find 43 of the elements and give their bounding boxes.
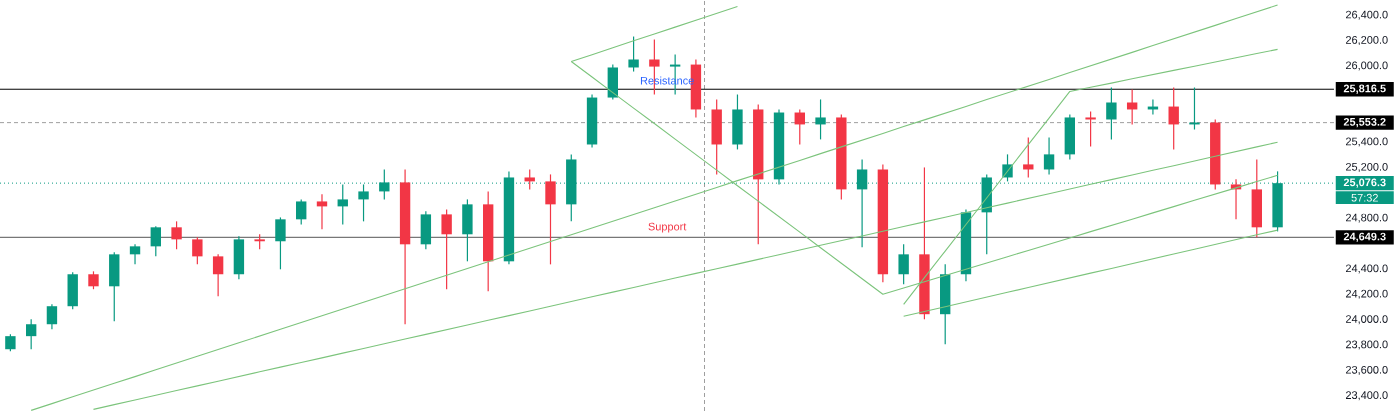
candlestick [1043, 136, 1055, 176]
ref-line-label: 25,816.5 [1343, 84, 1386, 94]
y-tick-label: 24,800.0 [1345, 213, 1388, 223]
y-tick-label: 23,800.0 [1345, 340, 1388, 350]
y-tick-label: 25,400.0 [1345, 137, 1388, 147]
y-tick-label: 24,200.0 [1345, 289, 1388, 299]
candlestick [296, 198, 307, 225]
candlestick [358, 183, 369, 222]
candlestick [46, 303, 58, 330]
ref-line-label: 25,553.2 [1343, 117, 1386, 128]
candlestick [1085, 110, 1096, 147]
y-tick-label: 26,400.0 [1345, 10, 1388, 20]
candlestick [1168, 86, 1179, 151]
candlestick [441, 208, 452, 290]
candlestick [275, 216, 286, 270]
candlestick [171, 220, 182, 250]
candlestick [150, 225, 161, 257]
candlestick [316, 193, 328, 230]
candlestick [898, 243, 909, 285]
y-tick-label: 24,000.0 [1345, 315, 1388, 325]
y-tick-label: 26,200.0 [1345, 36, 1388, 46]
candlestick [1023, 136, 1034, 179]
candlestick [545, 173, 556, 265]
y-tick-label: 25,200.0 [1345, 162, 1388, 172]
y-tick-label: 23,600.0 [1345, 365, 1388, 375]
y-tick-label: 24,400.0 [1345, 264, 1388, 274]
candlestick [628, 35, 639, 73]
candlestick [212, 253, 224, 297]
y-tick-label: 23,400.0 [1345, 391, 1388, 401]
y-tick-label: 26,000.0 [1345, 61, 1388, 71]
candlestick [1126, 88, 1138, 126]
candlestick [815, 98, 826, 141]
ref-line-label: 25,076.3 [1343, 178, 1386, 188]
ref-line-label: 24,649.3 [1343, 232, 1386, 242]
candlestick [129, 243, 141, 265]
candlestick [25, 318, 37, 350]
annotation: Support [648, 222, 687, 233]
candlestick [524, 168, 535, 190]
candlestick [1106, 86, 1117, 141]
candlestick [379, 168, 390, 201]
text: 57:32 [1351, 193, 1378, 202]
candlestick [192, 236, 203, 265]
candlestick [337, 183, 348, 225]
